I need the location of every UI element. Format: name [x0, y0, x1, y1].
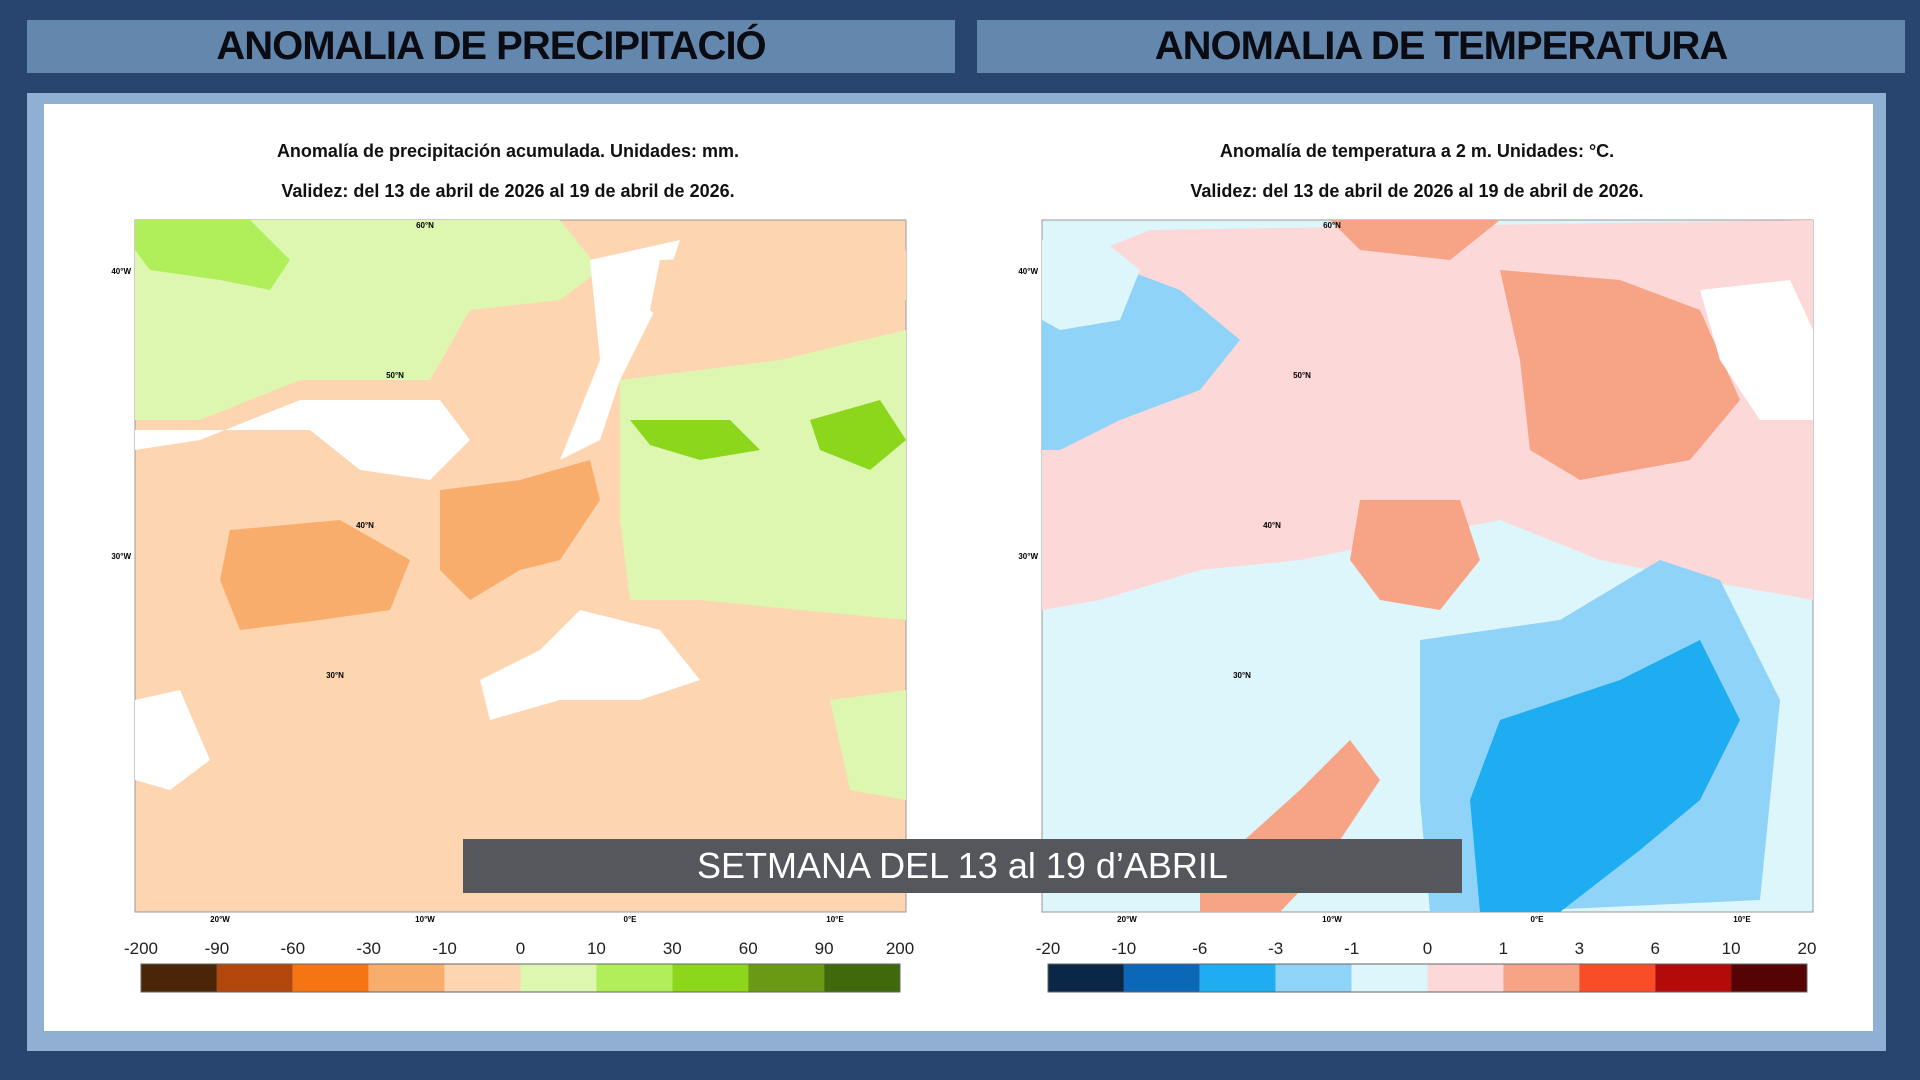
legend-swatch — [596, 964, 673, 992]
caption: SETMANA DEL 13 al 19 d’ABRIL — [463, 839, 1462, 893]
legend-swatch — [1655, 964, 1732, 992]
lon-label: 10°E — [826, 915, 844, 924]
legend-border — [140, 963, 901, 993]
legend-label: -200 — [124, 939, 158, 958]
lon-label: 0°E — [1531, 915, 1545, 924]
legend-label: 20 — [1798, 939, 1817, 958]
legend-label: -90 — [205, 939, 230, 958]
legend-label: 10 — [1722, 939, 1741, 958]
legend-swatch — [1048, 964, 1124, 992]
legend-swatch — [216, 964, 293, 992]
lat-label: 50°N — [1293, 371, 1311, 380]
header-right: ANOMALIA DE TEMPERATURA — [977, 20, 1905, 73]
legend-label: -6 — [1192, 939, 1207, 958]
legend-border — [1047, 963, 1808, 993]
legend-swatch — [1731, 964, 1807, 992]
legend-label: 200 — [886, 939, 914, 958]
legend-label: 3 — [1575, 939, 1584, 958]
lon-label: 0°E — [624, 915, 638, 924]
legend-label: 60 — [739, 939, 758, 958]
lon-label: 10°W — [1322, 915, 1342, 924]
legend-swatch — [1351, 964, 1428, 992]
legend-label: -10 — [1112, 939, 1137, 958]
legend-swatch — [444, 964, 521, 992]
legend-swatch — [1199, 964, 1276, 992]
legend-swatch — [1275, 964, 1352, 992]
lon-label: 10°E — [1733, 915, 1751, 924]
legend-label: 30 — [663, 939, 682, 958]
legend-label: 0 — [516, 939, 525, 958]
lat-label: 40°N — [1263, 521, 1281, 530]
lat-label: 40°N — [356, 521, 374, 530]
header-left: ANOMALIA DE PRECIPITACIÓ — [27, 20, 955, 73]
panel-subtitle: Validez: del 13 de abril de 2026 al 19 d… — [281, 181, 735, 201]
precip-map — [134, 219, 907, 913]
legend-label: 1 — [1499, 939, 1508, 958]
legend-label: -10 — [432, 939, 457, 958]
lon-label: 30°W — [1018, 552, 1038, 561]
legend-swatch — [520, 964, 597, 992]
temp-map — [1041, 219, 1814, 913]
lon-label: 20°W — [1117, 915, 1137, 924]
lat-label: 60°N — [416, 221, 434, 230]
legend-swatch — [141, 964, 217, 992]
lon-label: 30°W — [111, 552, 131, 561]
panel-subtitle: Validez: del 13 de abril de 2026 al 19 d… — [1190, 181, 1644, 201]
legend-swatch — [748, 964, 825, 992]
panel-title: Anomalía de temperatura a 2 m. Unidades:… — [1219, 141, 1615, 161]
legend-swatch — [1579, 964, 1656, 992]
legend-label: -3 — [1268, 939, 1283, 958]
legend-swatch — [368, 964, 445, 992]
legend-swatch — [1123, 964, 1200, 992]
lat-label: 30°N — [326, 671, 344, 680]
legend-label: 6 — [1650, 939, 1659, 958]
legend-label: -30 — [356, 939, 381, 958]
legend-swatch — [672, 964, 749, 992]
lon-label: 20°W — [210, 915, 230, 924]
legend-label: 10 — [587, 939, 606, 958]
lon-label: 40°W — [1018, 267, 1038, 276]
panel-title: Anomalía de precipitación acumulada. Uni… — [276, 141, 740, 161]
legend-swatch — [292, 964, 369, 992]
legend-label: 90 — [815, 939, 834, 958]
legend-label: -20 — [1036, 939, 1061, 958]
lat-label: 50°N — [386, 371, 404, 380]
legend-label: -1 — [1344, 939, 1359, 958]
legend-swatch — [1503, 964, 1580, 992]
legend-label: 0 — [1423, 939, 1432, 958]
legend-label: -60 — [281, 939, 306, 958]
legend-swatch — [1427, 964, 1504, 992]
lat-label: 30°N — [1233, 671, 1251, 680]
lat-label: 60°N — [1323, 221, 1341, 230]
legend-swatch — [824, 964, 900, 992]
lon-label: 40°W — [111, 267, 131, 276]
lon-label: 10°W — [415, 915, 435, 924]
